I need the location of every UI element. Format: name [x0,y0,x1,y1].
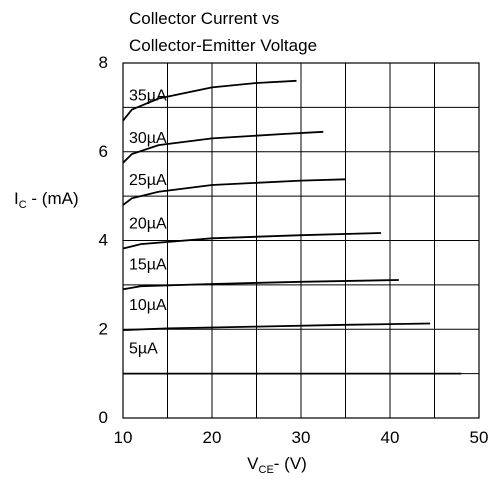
x-tick-label: 10 [114,428,133,447]
series-curve [122,130,324,164]
x-tick-labels: 10 20 30 40 50 [114,428,489,447]
y-axis-label: IC - (mA) [14,189,79,211]
y-axis-label-main: I [14,189,19,208]
series-curve [122,322,431,331]
x-tick-label: 30 [292,428,311,447]
series-label: 25µA [129,172,167,189]
x-axis-label-rest: - (V) [274,454,307,473]
series-curve [122,232,382,250]
chart-series-labels: 5µA 10µA 15µA 20µA 25µA 30µA 35µA [129,88,167,358]
x-tick-label: 40 [381,428,400,447]
series-label: 10µA [129,297,167,314]
y-tick-label: 6 [99,142,108,161]
x-axis-label: VCE- (V) [247,454,307,476]
y-tick-label: 2 [99,319,108,338]
y-tick-label: 4 [99,231,108,250]
y-axis-label-rest: - (mA) [27,189,79,208]
series-label: 15µA [129,256,167,273]
chart-title-line-2: Collector-Emitter Voltage [129,36,317,55]
series-curve [122,178,346,206]
x-axis-label-sub: CE [259,464,274,476]
x-tick-label: 20 [203,428,222,447]
x-axis-label-main: V [247,454,259,473]
series-label: 5µA [129,341,158,358]
y-tick-labels: 0 2 4 6 8 [99,53,108,427]
y-tick-label: 8 [99,53,108,72]
x-tick-label: 50 [470,428,489,447]
series-label: 30µA [129,130,167,147]
series-curve [122,79,297,122]
chart-series [122,79,462,375]
chart-title-line-1: Collector Current vs [129,9,279,28]
y-tick-label: 0 [99,408,108,427]
series-label: 35µA [129,88,167,105]
y-axis-label-sub: C [19,199,27,211]
plot-frame [122,62,480,419]
series-label: 20µA [129,216,167,233]
series-curve [122,279,399,291]
